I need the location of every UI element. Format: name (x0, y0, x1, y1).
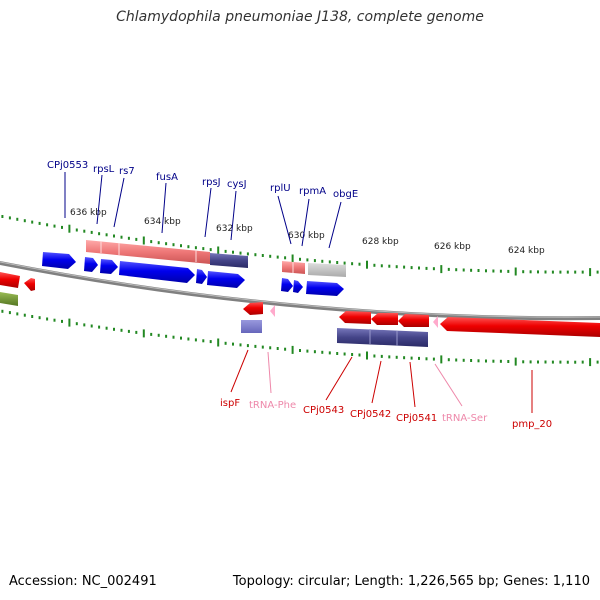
gene-arrow-trna-phe[interactable] (270, 305, 275, 317)
leader-rplu (277, 195, 292, 245)
genome-title: Chlamydophila pneumoniae J138, complete … (116, 9, 484, 25)
leader-cpj0543 (325, 356, 353, 401)
label-trna-ser[interactable]: tRNA-Ser (442, 413, 488, 424)
feature-purple-segment (210, 253, 248, 268)
gene-arrow-cysj[interactable] (207, 271, 245, 288)
label-rpma[interactable]: rpmA (299, 186, 326, 197)
leader-rpma (301, 198, 310, 247)
gene-arrow-cpj0542[interactable] (371, 313, 398, 325)
accession-text: Accession: NC_002491 (9, 574, 157, 589)
gene-arrow-obge[interactable] (306, 281, 344, 296)
label-rs7[interactable]: rs7 (119, 166, 135, 177)
label-obge[interactable]: obgE (333, 189, 358, 200)
leader-obge (328, 201, 342, 249)
label-cysj[interactable]: cysJ (227, 179, 247, 190)
gene-arrow-rs7[interactable] (100, 259, 118, 274)
label-cpj0542[interactable]: CPj0542 (350, 409, 391, 420)
left-edge-features (0, 272, 35, 306)
genome-backbone (0, 260, 600, 321)
gene-arrow-offscreen-left[interactable] (0, 272, 20, 288)
forward-genes (42, 252, 344, 296)
label-cpj0543[interactable]: CPj0543 (303, 405, 344, 416)
gene-arrow-cpj0553[interactable] (42, 252, 76, 269)
gene-arrow-rplu[interactable] (281, 278, 293, 292)
label-rplu[interactable]: rplU (270, 183, 291, 194)
feature-pink-segment (86, 240, 210, 264)
genome-stats-text: Topology: circular; Length: 1,226,565 bp… (232, 574, 590, 589)
gene-arrow-ispf[interactable] (243, 302, 263, 315)
gene-arrow-cpj0543[interactable] (339, 311, 371, 324)
reverse-genes (241, 302, 600, 347)
gene-arrow-cpj0541[interactable] (398, 314, 429, 327)
gene-arrow-small-left[interactable] (24, 278, 35, 291)
leader-trna-phe (267, 351, 272, 394)
scale-label-636kbp: 636 kbp (70, 208, 107, 218)
label-trna-phe[interactable]: tRNA-Phe (249, 400, 296, 411)
label-cpj0541[interactable]: CPj0541 (396, 413, 437, 424)
label-rpsl[interactable]: rpsL (93, 164, 115, 175)
feature-purple-lower (337, 328, 428, 347)
feature-green-segment (0, 292, 18, 306)
upper-feature-band (86, 240, 346, 277)
gene-arrow-fusa[interactable] (119, 261, 195, 283)
lower-scale-ticks (1, 309, 599, 367)
feature-lavender-segment (241, 320, 262, 333)
label-ispf[interactable]: ispF (220, 398, 240, 409)
scale-label-632kbp: 632 kbp (216, 224, 253, 234)
leader-rpsl (96, 174, 103, 225)
gene-arrow-rpma[interactable] (293, 280, 303, 293)
leader-trna-ser (434, 363, 463, 407)
leader-fusa (161, 182, 167, 234)
label-rpsj[interactable]: rpsJ (202, 177, 221, 188)
label-pmp20[interactable]: pmp_20 (512, 419, 552, 430)
forward-gene-labels: CPj0553 rpsL rs7 fusA rpsJ cysJ rplU rpm… (47, 160, 358, 249)
leader-rpsj (204, 187, 212, 238)
leader-rs7 (113, 177, 125, 228)
label-cpj0553[interactable]: CPj0553 (47, 160, 88, 171)
scale-label-624kbp: 624 kbp (508, 246, 545, 256)
upper-scale-ticks (1, 215, 599, 277)
gene-arrow-trna-ser[interactable] (433, 316, 438, 328)
leader-cpj0542 (371, 360, 382, 404)
leader-cpj0541 (409, 361, 416, 408)
label-fusa[interactable]: fusA (156, 172, 178, 183)
leader-cysj (230, 190, 237, 241)
scale-label-626kbp: 626 kbp (434, 242, 471, 252)
scale-label-630kbp: 630 kbp (288, 231, 325, 241)
scale-label-628kbp: 628 kbp (362, 237, 399, 247)
genome-backbone-highlight (0, 261, 600, 318)
gene-arrow-rpsl[interactable] (84, 257, 98, 272)
reverse-gene-labels: ispF tRNA-Phe CPj0543 CPj0542 CPj0541 tR… (220, 349, 552, 430)
gene-arrow-pmp20[interactable] (440, 317, 600, 337)
gene-arrow-rpsj[interactable] (196, 269, 207, 284)
leader-ispf (230, 349, 249, 393)
feature-grey-segment (308, 263, 346, 277)
